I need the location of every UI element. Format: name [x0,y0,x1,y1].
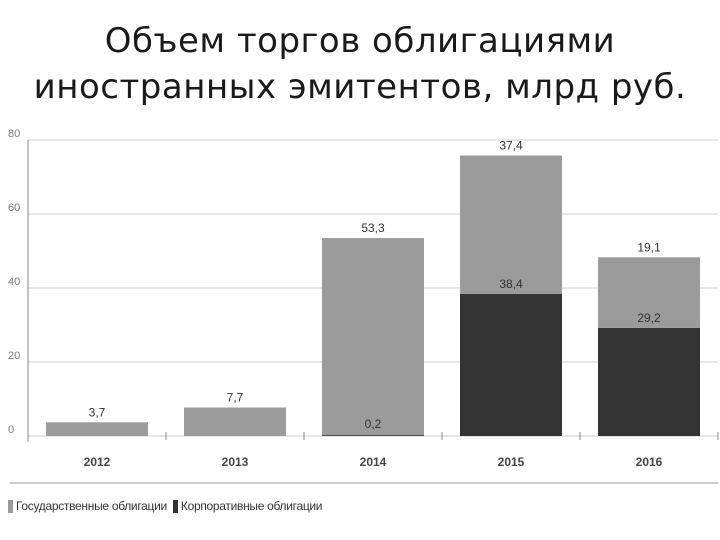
legend-swatch-corp [172,499,178,513]
data-label: 29,2 [637,311,661,325]
legend-label-corp: Корпоративные облигации [180,499,323,513]
data-label: 37,4 [499,139,523,153]
bars [46,155,700,436]
legend-label-gov: Государственные облигации [16,499,167,513]
bar-gov-2016 [598,257,700,328]
y-tick-label: 60 [8,202,20,214]
chart-title-line-1: Объем торгов облигациями [104,21,616,61]
y-tick-label: 20 [8,350,20,362]
legend-item-corp: Корпоративные облигации [172,499,323,513]
x-tick-label: 2012 [84,455,111,469]
y-tick-label: 0 [8,424,14,436]
bar-corp-2014 [322,435,424,436]
y-tick-label: 80 [8,128,20,140]
bar-gov-2014 [322,238,424,436]
bar-gov-2012 [46,422,148,436]
bar-gov-2015 [460,155,562,294]
x-tick-label: 2013 [222,455,249,469]
bar-corp-2016 [598,327,700,436]
data-label: 19,1 [637,240,661,254]
x-tick-labels: 2012 2013 2014 2015 2016 [84,455,663,469]
y-tick-labels: 0 20 40 60 80 [8,128,20,436]
data-label: 0,2 [365,417,382,431]
x-tick-label: 2015 [498,455,525,469]
data-label: 38,4 [499,277,523,291]
chart-title-line-2: иностранных эмитентов, млрд руб. [33,67,687,107]
x-tick-label: 2016 [636,455,663,469]
bar-corp-2015 [460,293,562,436]
chart-title: Объем торгов облигациями иностранных эми… [0,18,720,110]
x-tick-label: 2014 [360,455,387,469]
data-label: 3,7 [89,405,106,419]
legend-item-gov: Государственные облигации [8,499,167,513]
y-tick-label: 40 [8,276,20,288]
bar-gov-2013 [184,407,286,436]
legend-swatch-gov [8,499,13,513]
data-label: 53,3 [361,221,385,235]
legend: Государственные облигации Корпоративные … [8,497,328,515]
data-labels: 3,7 7,7 0,2 53,3 38,4 37,4 29,2 19,1 [89,139,661,431]
data-label: 7,7 [227,391,244,405]
